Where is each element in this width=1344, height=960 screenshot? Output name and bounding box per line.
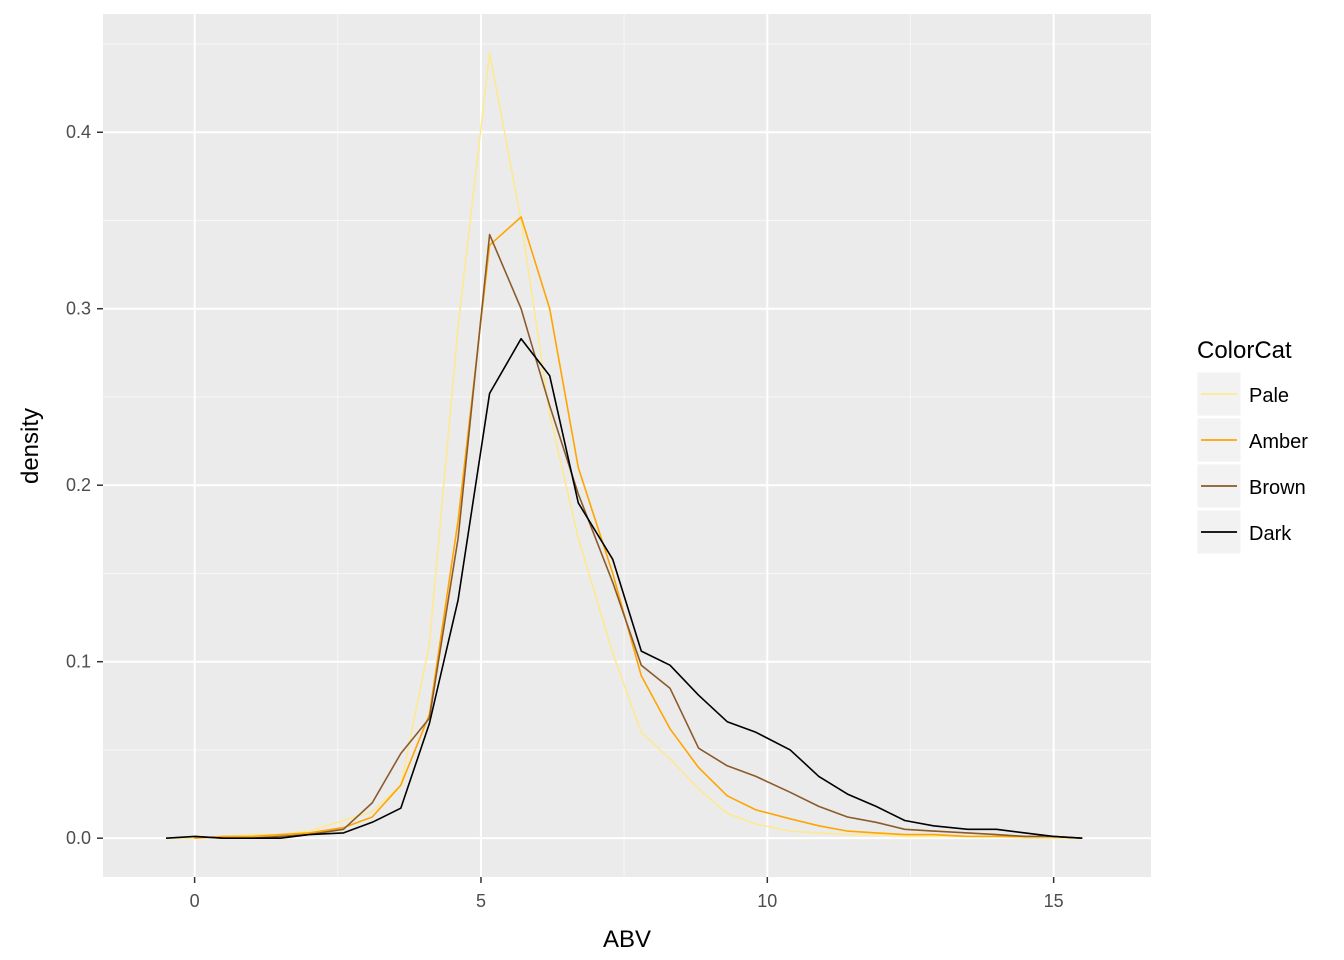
y-tick-label: 0.0 [66, 828, 91, 848]
series-line-brown [194, 233, 1083, 840]
x-tick-label: 10 [757, 891, 777, 911]
x-axis-ticks: 0 5 10 15 [190, 877, 1064, 911]
series-line-pale [166, 51, 1083, 840]
major-gridlines [103, 14, 1151, 877]
legend-item-pale: Pale [1196, 371, 1289, 417]
legend-title: ColorCat [1197, 337, 1292, 364]
y-tick-label: 0.1 [66, 652, 91, 672]
y-tick-label: 0.4 [66, 122, 91, 142]
series-line-dark [165, 337, 1083, 840]
legend-label: Brown [1249, 477, 1306, 499]
legend-item-dark: Dark [1196, 509, 1292, 555]
x-tick-label: 15 [1044, 891, 1064, 911]
x-tick-label: 5 [476, 891, 486, 911]
y-tick-label: 0.3 [66, 299, 91, 319]
series-lines [165, 51, 1083, 840]
minor-gridlines [103, 14, 1151, 877]
legend-label: Pale [1249, 385, 1289, 407]
legend-item-amber: Amber [1196, 417, 1308, 463]
legend-label: Dark [1249, 523, 1292, 545]
y-axis-title: density [17, 408, 44, 484]
y-tick-label: 0.2 [66, 475, 91, 495]
plot-panel [103, 14, 1151, 877]
legend-item-brown: Brown [1196, 463, 1306, 509]
x-axis-title: ABV [603, 926, 651, 953]
x-tick-label: 0 [190, 891, 200, 911]
legend: Pale Amber Brown Dark [1196, 371, 1308, 555]
y-axis-ticks: 0.0 0.1 0.2 0.3 0.4 [66, 122, 103, 848]
legend-label: Amber [1249, 431, 1308, 453]
series-line-amber [194, 216, 1083, 839]
